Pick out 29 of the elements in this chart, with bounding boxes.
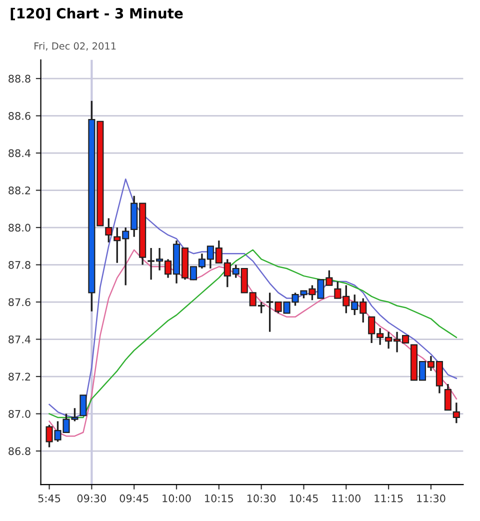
candlestick bbox=[452, 402, 460, 424]
y-tick-label: 87.6 bbox=[8, 298, 30, 306]
y-tick-label: 87.0 bbox=[8, 410, 30, 418]
candlestick bbox=[80, 394, 87, 416]
y-tick-label: 88.4 bbox=[8, 149, 30, 158]
candlestick bbox=[444, 383, 452, 411]
chart-title: [120] Chart - 3 Minute bbox=[10, 8, 183, 20]
line-series bbox=[48, 178, 458, 418]
text: Fri, Dec 02, 2011 bbox=[34, 42, 116, 51]
y-tick-label: 87.4 bbox=[8, 335, 30, 344]
x-tick-label: 11:30 bbox=[417, 494, 446, 502]
x-tick-label: 5:45 bbox=[38, 494, 60, 502]
x-tick-label: 09:45 bbox=[120, 494, 148, 502]
y-tick-label: 88.0 bbox=[8, 224, 30, 232]
candlestick bbox=[266, 292, 274, 333]
candlestick bbox=[105, 217, 112, 244]
x-tick-label: 10:30 bbox=[247, 494, 276, 502]
y-tick-label: 87.8 bbox=[8, 261, 30, 269]
x-tick-label: 10:00 bbox=[162, 494, 191, 502]
y-tick-label: 88.6 bbox=[8, 112, 30, 120]
y-tick-label: 87.2 bbox=[8, 372, 30, 381]
y-tick-label: 88.8 bbox=[8, 74, 30, 83]
x-tick-label: 10:15 bbox=[205, 494, 234, 502]
x-tick-label: 11:15 bbox=[374, 494, 403, 502]
y-tick-label: 88.2 bbox=[8, 186, 30, 194]
x-tick-label: 10:45 bbox=[290, 494, 318, 502]
y-tick-label: 86.8 bbox=[8, 447, 30, 456]
x-tick-label: 11:00 bbox=[332, 494, 360, 502]
x-tick-label: 09:30 bbox=[77, 494, 106, 502]
